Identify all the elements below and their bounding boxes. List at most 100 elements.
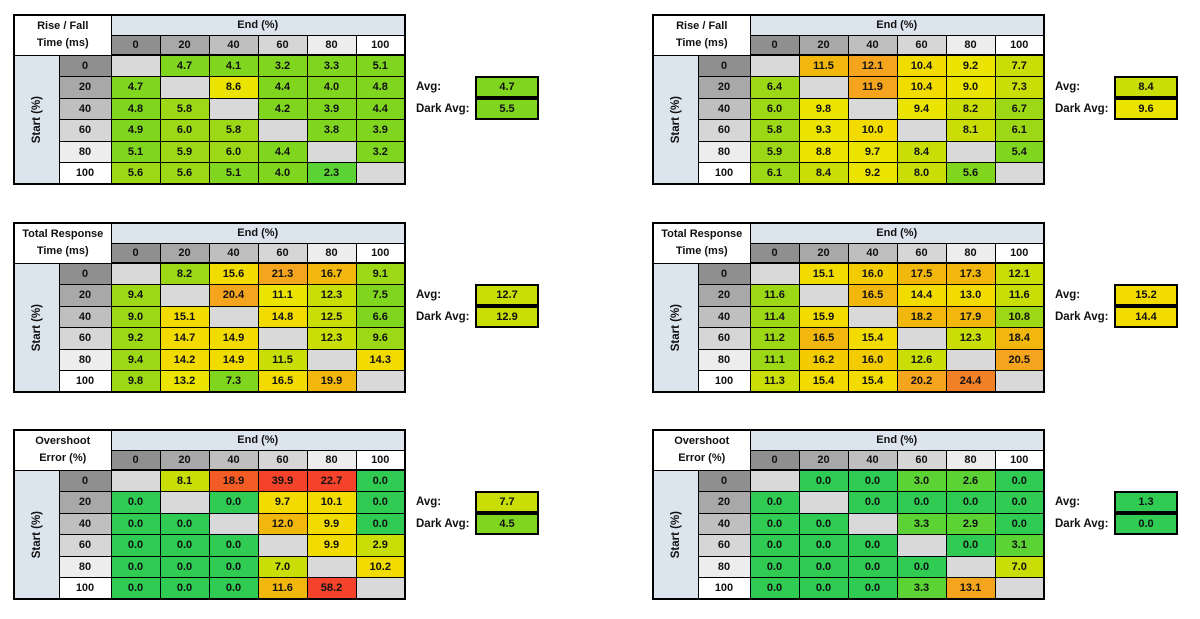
- value-cell: 7.3: [994, 76, 1045, 99]
- value-cell: 0.0: [749, 512, 800, 535]
- col-header-0: 0: [110, 242, 161, 264]
- row-header-80: 80: [58, 555, 112, 578]
- value-cell: 4.8: [110, 97, 161, 120]
- value-cell: 3.3: [896, 512, 947, 535]
- value-cell: 0.0: [110, 491, 161, 514]
- avg-label: Avg:: [1055, 81, 1081, 93]
- value-cell: 4.2: [257, 97, 308, 120]
- value-cell: 18.9: [208, 469, 259, 492]
- value-cell: 4.7: [159, 54, 210, 77]
- table-title: Overshoot Error (%): [652, 429, 751, 471]
- empty-cell: [208, 305, 259, 328]
- row-header-20: 20: [697, 491, 751, 514]
- value-cell: 0.0: [110, 534, 161, 557]
- row-group-label: Start (%): [13, 262, 60, 393]
- row-header-0: 0: [697, 262, 751, 285]
- empty-cell: [110, 54, 161, 77]
- value-cell: 6.7: [994, 97, 1045, 120]
- value-cell: 11.1: [257, 284, 308, 307]
- value-cell: 0.0: [110, 512, 161, 535]
- col-header-0: 0: [749, 242, 800, 264]
- heatmap-table-top-left: Rise / Fall Time (ms) End (%) 0 20 40 60 80 100 S…: [13, 14, 406, 185]
- col-group-label: End (%): [110, 222, 406, 244]
- value-cell: 9.9: [306, 534, 357, 557]
- heatmap-table-bottom-left: Overshoot Error (%) End (%) 0 20 40 60 80 100 Sta…: [13, 429, 406, 600]
- value-cell: 3.2: [257, 54, 308, 77]
- value-cell: 6.1: [749, 162, 800, 185]
- empty-cell: [945, 555, 996, 578]
- table-title-line2: Time (ms): [675, 245, 728, 258]
- col-header-40: 40: [208, 242, 259, 264]
- row-group-label-text: Start (%): [669, 303, 682, 351]
- table-title-line1: Overshoot: [35, 434, 91, 447]
- value-cell: 20.2: [896, 370, 947, 393]
- value-cell: 3.3: [896, 577, 947, 600]
- empty-cell: [896, 534, 947, 557]
- value-cell: 5.6: [945, 162, 996, 185]
- row-header-80: 80: [58, 348, 112, 371]
- value-cell: 8.8: [798, 140, 849, 163]
- table-title: Total Response Time (ms): [13, 222, 112, 264]
- value-cell: 5.4: [994, 140, 1045, 163]
- value-cell: 14.2: [159, 348, 210, 371]
- row-group-label: Start (%): [13, 54, 60, 185]
- value-cell: 19.9: [306, 370, 357, 393]
- col-header-80: 80: [945, 34, 996, 56]
- col-header-60: 60: [896, 242, 947, 264]
- dark-avg-value-box: 12.9: [475, 306, 539, 328]
- row-header-40: 40: [58, 512, 112, 535]
- avg-value-box: 7.7: [475, 491, 539, 513]
- table-title-line1: Rise / Fall: [676, 19, 728, 32]
- heatmap-table-middle-right: Total Response Time (ms) End (%) 0 20 40 60 80 1…: [652, 222, 1045, 393]
- dark-avg-label: Dark Avg:: [416, 311, 470, 323]
- col-header-80: 80: [306, 242, 357, 264]
- table-block-total-response-right: Total Response Time (ms) End (%) 0 20 40 60 80 1…: [652, 222, 1200, 412]
- row-header-100: 100: [697, 162, 751, 185]
- value-cell: 11.1: [749, 348, 800, 371]
- value-cell: 5.1: [208, 162, 259, 185]
- col-group-label: End (%): [110, 14, 406, 36]
- row-header-60: 60: [58, 327, 112, 350]
- avg-value-box: 12.7: [475, 284, 539, 306]
- value-cell: 0.0: [110, 577, 161, 600]
- value-cell: 5.1: [110, 140, 161, 163]
- row-header-80: 80: [697, 140, 751, 163]
- value-cell: 9.2: [945, 54, 996, 77]
- value-cell: 15.9: [798, 305, 849, 328]
- value-cell: 8.4: [798, 162, 849, 185]
- empty-cell: [208, 97, 259, 120]
- row-header-0: 0: [697, 469, 751, 492]
- col-group-label: End (%): [749, 429, 1045, 451]
- avg-label: Avg:: [416, 289, 442, 301]
- value-cell: 21.3: [257, 262, 308, 285]
- row-header-20: 20: [697, 76, 751, 99]
- value-cell: 6.0: [749, 97, 800, 120]
- col-header-60: 60: [257, 242, 308, 264]
- col-header-40: 40: [208, 449, 259, 471]
- value-cell: 12.1: [994, 262, 1045, 285]
- row-group-label-text: Start (%): [30, 510, 43, 558]
- value-cell: 0.0: [749, 534, 800, 557]
- value-cell: 0.0: [896, 555, 947, 578]
- value-cell: 0.0: [110, 555, 161, 578]
- value-cell: 5.9: [749, 140, 800, 163]
- value-cell: 0.0: [159, 555, 210, 578]
- table-title-line1: Total Response: [661, 227, 743, 240]
- value-cell: 0.0: [355, 469, 406, 492]
- col-header-80: 80: [306, 449, 357, 471]
- value-cell: 12.1: [847, 54, 898, 77]
- dark-avg-label: Dark Avg:: [1055, 103, 1109, 115]
- table-block-rise-fall-right: Rise / Fall Time (ms) End (%) 0 20 40 60 80 100 S…: [652, 14, 1200, 204]
- row-header-0: 0: [697, 54, 751, 77]
- empty-cell: [159, 76, 210, 99]
- row-group-label-text: Start (%): [669, 95, 682, 143]
- value-cell: 16.5: [847, 284, 898, 307]
- table-title-line2: Error (%): [678, 452, 726, 465]
- empty-cell: [945, 348, 996, 371]
- row-header-60: 60: [697, 119, 751, 142]
- value-cell: 13.1: [945, 577, 996, 600]
- row-group-label-text: Start (%): [30, 95, 43, 143]
- value-cell: 7.3: [208, 370, 259, 393]
- table-block-rise-fall-left: Rise / Fall Time (ms) End (%) 0 20 40 60 80 100 S…: [13, 14, 613, 204]
